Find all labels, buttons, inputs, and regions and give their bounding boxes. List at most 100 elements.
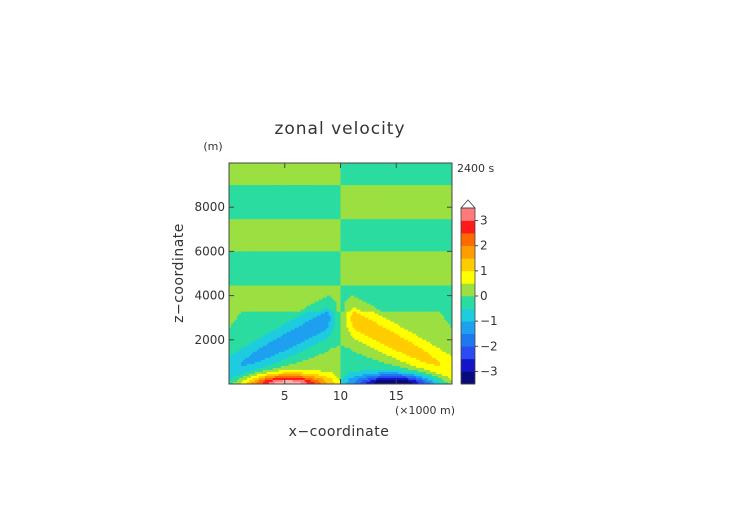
field-cell	[278, 237, 282, 240]
field-cell	[266, 171, 270, 174]
field-cell	[298, 221, 302, 224]
field-cell	[274, 231, 278, 234]
field-cell	[312, 217, 316, 220]
field-cell	[230, 197, 234, 200]
field-cell	[326, 165, 330, 168]
field-cell	[270, 195, 274, 198]
field-cell	[236, 237, 240, 240]
field-cell	[314, 193, 318, 196]
field-cell	[280, 213, 284, 216]
field-cell	[426, 197, 429, 200]
field-cell	[294, 211, 298, 214]
field-cell	[254, 169, 258, 172]
field-cell	[366, 235, 369, 238]
field-cell	[330, 231, 334, 234]
field-cell	[386, 201, 389, 204]
field-cell	[362, 219, 365, 222]
field-cell	[232, 179, 236, 182]
field-cell	[388, 245, 391, 248]
field-cell	[406, 243, 409, 246]
field-cell	[260, 183, 264, 186]
field-cell	[386, 203, 389, 206]
field-cell	[246, 225, 250, 228]
field-cell	[344, 197, 348, 200]
field-cell	[450, 183, 452, 186]
field-cell	[250, 173, 254, 176]
field-cell	[406, 167, 409, 170]
field-cell	[242, 231, 246, 234]
field-cell	[446, 221, 449, 224]
field-cell	[358, 231, 362, 234]
field-cell	[394, 245, 397, 248]
field-cell	[430, 223, 433, 226]
field-cell	[236, 243, 240, 246]
field-cell	[292, 227, 296, 230]
field-cell	[384, 187, 387, 190]
field-cell	[368, 233, 371, 236]
field-cell	[436, 209, 439, 212]
field-cell	[229, 175, 232, 178]
field-cell	[292, 229, 296, 232]
field-cell	[426, 163, 429, 166]
field-cell	[298, 227, 302, 230]
field-cell	[300, 211, 304, 214]
field-cell	[384, 209, 387, 212]
field-cell	[390, 165, 393, 168]
field-cell	[430, 201, 433, 204]
field-cell	[358, 233, 362, 236]
field-cell	[388, 229, 391, 232]
field-cell	[434, 235, 437, 238]
field-cell	[372, 225, 375, 228]
field-cell	[396, 203, 399, 206]
field-cell	[436, 203, 439, 206]
field-cell	[422, 223, 425, 226]
field-cell	[320, 229, 324, 232]
field-cell	[288, 171, 292, 174]
field-cell	[230, 191, 234, 194]
field-cell	[358, 203, 362, 206]
field-cell	[440, 199, 443, 202]
field-cell	[408, 197, 411, 200]
field-cell	[370, 193, 373, 196]
field-cell	[376, 175, 379, 178]
field-cell	[416, 237, 419, 240]
field-cell	[252, 219, 256, 222]
field-cell	[338, 205, 342, 208]
field-cell	[392, 195, 395, 198]
field-cell	[280, 179, 284, 182]
field-cell	[246, 211, 250, 214]
field-cell	[296, 181, 300, 184]
field-cell	[334, 207, 338, 210]
field-cell	[446, 217, 449, 220]
field-cell	[430, 195, 433, 198]
field-cell	[394, 201, 397, 204]
field-cell	[310, 233, 314, 236]
field-cell	[396, 213, 399, 216]
field-cell	[370, 169, 373, 172]
field-cell	[374, 185, 377, 188]
field-cell	[356, 233, 360, 236]
field-cell	[280, 163, 284, 166]
field-cell	[318, 215, 322, 218]
field-cell	[284, 231, 288, 234]
field-cell	[444, 189, 447, 192]
field-cell	[230, 193, 234, 196]
field-cell	[280, 227, 284, 230]
field-cell	[292, 183, 296, 186]
field-cell	[376, 239, 379, 242]
field-cell	[440, 175, 443, 178]
field-cell	[334, 183, 338, 186]
field-cell	[434, 249, 437, 252]
field-cell	[358, 235, 362, 238]
field-cell	[376, 227, 379, 230]
field-cell	[312, 203, 316, 206]
field-cell	[288, 203, 292, 206]
field-cell	[340, 203, 344, 206]
field-cell	[424, 207, 427, 210]
field-cell	[410, 169, 413, 172]
field-cell	[426, 225, 429, 228]
field-cell	[362, 247, 365, 250]
field-cell	[330, 195, 334, 198]
field-cell	[318, 251, 322, 255]
field-cell	[434, 233, 437, 236]
